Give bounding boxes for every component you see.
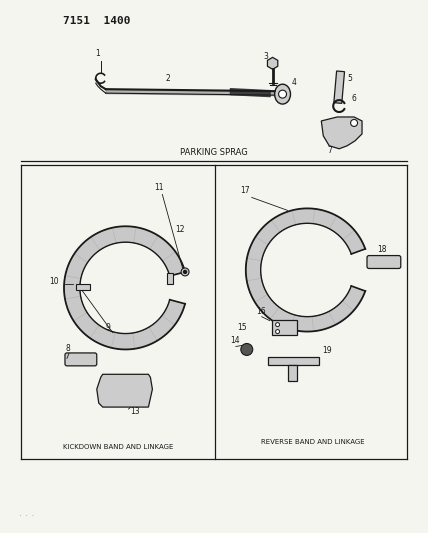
- Polygon shape: [288, 365, 297, 381]
- Polygon shape: [334, 71, 345, 103]
- Text: 7: 7: [327, 146, 332, 155]
- Text: 8: 8: [66, 344, 71, 353]
- Polygon shape: [246, 208, 365, 332]
- Circle shape: [279, 90, 286, 98]
- Text: 12: 12: [175, 225, 185, 234]
- Text: 4: 4: [291, 78, 296, 87]
- Text: 19: 19: [322, 346, 332, 356]
- Text: 17: 17: [240, 187, 250, 196]
- Text: 18: 18: [377, 245, 386, 254]
- Text: 13: 13: [131, 407, 140, 416]
- FancyBboxPatch shape: [367, 255, 401, 269]
- Circle shape: [181, 268, 189, 276]
- Circle shape: [276, 329, 279, 334]
- Text: 2: 2: [165, 74, 170, 83]
- Text: 7151  1400: 7151 1400: [63, 15, 131, 26]
- Text: 14: 14: [230, 336, 240, 345]
- Text: 16: 16: [256, 306, 265, 316]
- Text: KICKDOWN BAND AND LINKAGE: KICKDOWN BAND AND LINKAGE: [63, 444, 174, 450]
- Text: PARKING SPRAG: PARKING SPRAG: [180, 148, 248, 157]
- Text: 10: 10: [49, 277, 59, 286]
- Text: REVERSE BAND AND LINKAGE: REVERSE BAND AND LINKAGE: [261, 439, 364, 445]
- Polygon shape: [321, 117, 362, 149]
- Text: 1: 1: [95, 50, 100, 59]
- Polygon shape: [97, 374, 152, 407]
- Text: . . .: . . .: [19, 508, 35, 519]
- Ellipse shape: [275, 84, 291, 104]
- Circle shape: [184, 270, 187, 273]
- Text: 15: 15: [237, 322, 247, 332]
- Text: 5: 5: [347, 74, 352, 83]
- Text: 6: 6: [351, 94, 356, 103]
- FancyBboxPatch shape: [65, 353, 97, 366]
- Circle shape: [351, 119, 357, 126]
- Text: 3: 3: [264, 52, 268, 61]
- Text: 9: 9: [106, 322, 110, 332]
- Circle shape: [241, 343, 253, 356]
- Polygon shape: [64, 227, 185, 350]
- Polygon shape: [268, 58, 278, 69]
- Polygon shape: [167, 273, 173, 284]
- Polygon shape: [272, 320, 297, 335]
- Polygon shape: [268, 358, 319, 365]
- Circle shape: [276, 322, 279, 327]
- Polygon shape: [76, 285, 90, 290]
- Text: 11: 11: [155, 182, 164, 191]
